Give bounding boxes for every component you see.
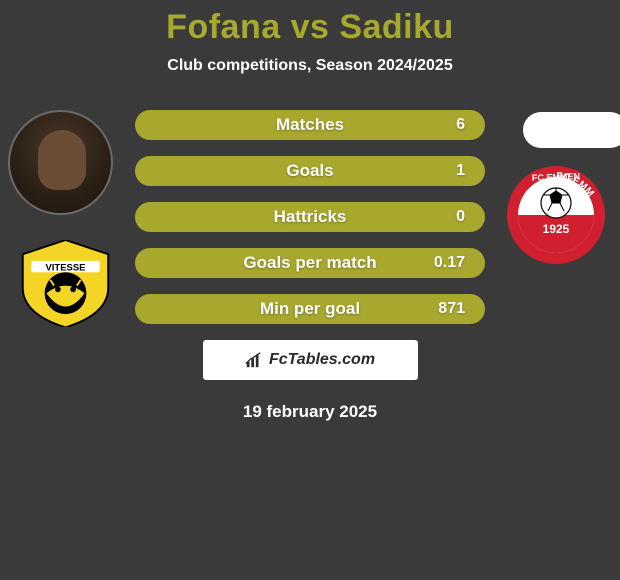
comparison-area: VITESSE FC EMMEN FC EMMEN 1925 [0,110,620,422]
svg-text:VITESSE: VITESSE [45,262,85,273]
club-badge-left: VITESSE [18,240,113,328]
stat-label: Goals per match [243,253,376,273]
branding-text: FcTables.com [269,351,375,369]
svg-text:1925: 1925 [543,222,570,236]
stat-label: Goals [286,161,333,181]
stat-value: 0 [456,208,465,226]
fc-emmen-badge-icon: FC EMMEN FC EMMEN 1925 [506,165,606,265]
svg-text:FC EMMEN: FC EMMEN [532,171,580,183]
stat-row: Min per goal 871 [135,294,485,324]
page-title: Fofana vs Sadiku [0,0,620,47]
stat-row: Hattricks 0 [135,202,485,232]
stat-value: 871 [438,300,465,318]
stat-row: Matches 6 [135,110,485,140]
stat-row: Goals 1 [135,156,485,186]
player-left-avatar [8,110,113,215]
stat-value: 1 [456,162,465,180]
stat-label: Matches [276,115,344,135]
vitesse-badge-icon: VITESSE [18,240,113,327]
stat-value: 6 [456,116,465,134]
subtitle: Club competitions, Season 2024/2025 [0,57,620,75]
bar-chart-icon [245,351,263,369]
date-label: 19 february 2025 [0,402,620,422]
player-right-avatar [523,112,620,148]
stat-label: Min per goal [260,299,360,319]
stat-row: Goals per match 0.17 [135,248,485,278]
stats-list: Matches 6 Goals 1 Hattricks 0 Goals per … [135,110,485,324]
stat-value: 0.17 [434,254,465,272]
branding-box: FcTables.com [203,340,418,380]
stat-label: Hattricks [274,207,347,227]
club-badge-right: FC EMMEN FC EMMEN 1925 [506,165,606,265]
